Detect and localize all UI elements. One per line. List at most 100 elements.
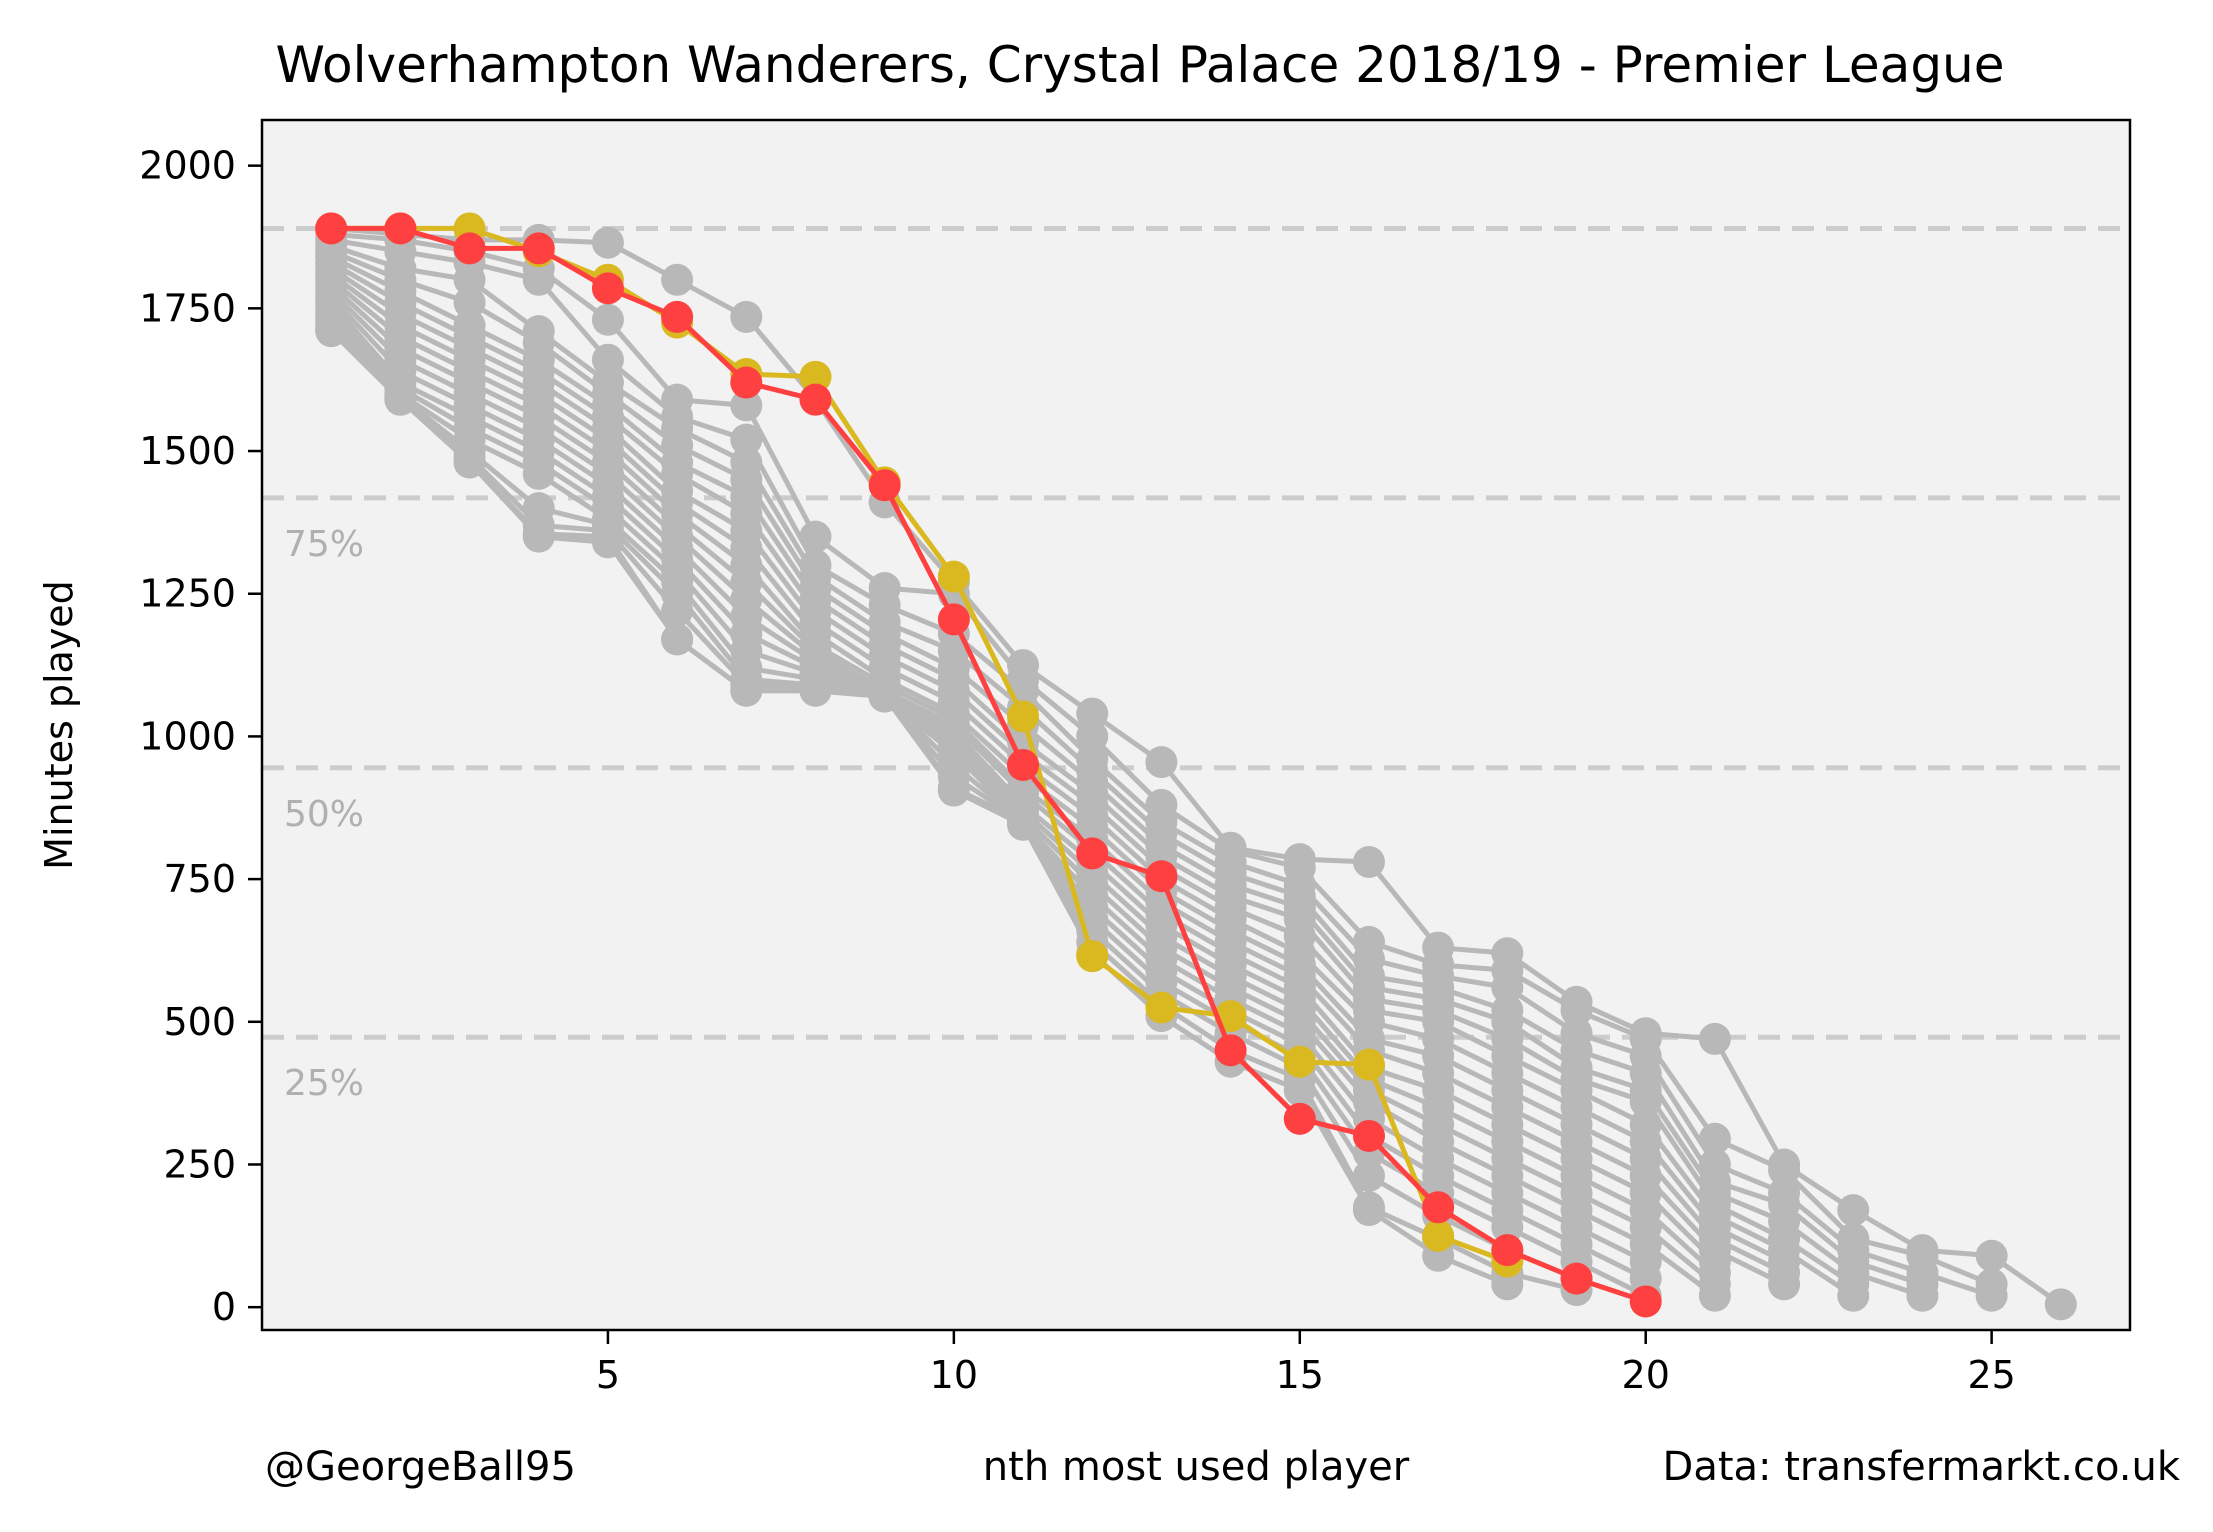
data-point	[1145, 860, 1178, 893]
y-axis-label: Minutes played	[37, 580, 81, 870]
data-point	[1560, 1262, 1593, 1295]
data-point	[661, 300, 694, 333]
x-tick-label: 25	[1967, 1353, 2015, 1397]
data-point	[1768, 1154, 1801, 1187]
data-point	[1491, 1268, 1524, 1301]
y-axis: 0 250 500 750 1000 1250 1500 1750 2000	[139, 144, 262, 1329]
data-point	[1352, 845, 1385, 878]
y-tick-label: 1250	[139, 572, 236, 616]
data-point	[1698, 1022, 1731, 1055]
data-point	[1076, 720, 1109, 753]
data-point	[1352, 1159, 1385, 1192]
data-point	[2044, 1288, 2077, 1321]
data-point	[522, 520, 555, 553]
chart-title: Wolverhampton Wanderers, Crystal Palace …	[275, 36, 2004, 94]
data-point	[1629, 1285, 1662, 1318]
data-point	[868, 469, 901, 502]
data-point	[661, 594, 694, 627]
data-point	[1906, 1279, 1939, 1312]
data-point	[1560, 994, 1593, 1027]
data-point	[799, 674, 832, 707]
data-point	[1283, 1074, 1316, 1107]
data-point	[730, 366, 763, 399]
reference-label: 25%	[284, 1063, 364, 1104]
data-point	[591, 272, 624, 305]
author-annotation: @GeorgeBall95	[265, 1444, 576, 1490]
series-line	[329, 266, 1786, 1264]
data-point	[591, 303, 624, 336]
reference-label: 75%	[284, 524, 364, 565]
data-point	[453, 263, 486, 296]
data-point	[384, 383, 417, 416]
series-layer	[315, 212, 2077, 1321]
data-point	[799, 360, 832, 393]
data-point	[1837, 1194, 1870, 1227]
data-point	[799, 520, 832, 553]
data-point	[730, 300, 763, 333]
data-point	[315, 315, 348, 348]
x-tick-label: 10	[930, 1353, 978, 1397]
data-point	[522, 232, 555, 265]
y-tick-label: 0	[212, 1285, 236, 1329]
data-point	[1145, 991, 1178, 1024]
data-point	[522, 263, 555, 296]
data-point	[1214, 1034, 1247, 1067]
y-tick-label: 750	[163, 857, 236, 901]
data-point	[1491, 1211, 1524, 1244]
data-point	[453, 446, 486, 479]
data-point	[1007, 808, 1040, 841]
data-point	[1076, 837, 1109, 870]
data-point	[591, 226, 624, 259]
y-tick-label: 1500	[139, 429, 236, 473]
data-point	[1629, 1085, 1662, 1118]
reference-label: 50%	[284, 794, 364, 835]
data-point	[453, 232, 486, 265]
y-tick-label: 2000	[139, 144, 236, 188]
data-point	[1698, 1279, 1731, 1312]
y-tick-label: 250	[163, 1142, 236, 1186]
x-axis: 5 10 15 20 25	[596, 1330, 2016, 1397]
x-tick-label: 20	[1622, 1353, 1670, 1397]
data-point	[937, 603, 970, 636]
data-point	[1698, 1122, 1731, 1155]
data-point	[661, 263, 694, 296]
data-point	[1352, 1119, 1385, 1152]
data-point	[1007, 700, 1040, 733]
series-palace	[315, 212, 1662, 1318]
data-point	[1837, 1279, 1870, 1312]
data-point	[591, 526, 624, 559]
y-tick-label: 1750	[139, 286, 236, 330]
source-annotation: Data: transfermarkt.co.uk	[1663, 1444, 2181, 1490]
data-point	[937, 560, 970, 593]
data-point	[868, 680, 901, 713]
x-tick-label: 15	[1276, 1353, 1324, 1397]
data-point	[1491, 971, 1524, 1004]
data-point	[591, 343, 624, 376]
data-point	[1491, 1234, 1524, 1267]
data-point	[1422, 1219, 1455, 1252]
plot-frame	[260, 118, 2132, 1332]
data-point	[799, 383, 832, 416]
data-point	[1145, 746, 1178, 779]
data-point	[1283, 1102, 1316, 1135]
plot-area	[262, 120, 2130, 1330]
series-line	[329, 272, 1786, 1276]
y-tick-label: 1000	[139, 714, 236, 758]
data-point	[937, 774, 970, 807]
data-point	[1076, 697, 1109, 730]
data-point	[661, 623, 694, 656]
data-point	[730, 423, 763, 456]
data-point	[1422, 1191, 1455, 1224]
data-point	[315, 212, 348, 245]
data-point	[453, 286, 486, 319]
data-point	[1283, 1045, 1316, 1078]
data-point	[1352, 1048, 1385, 1081]
data-point	[1352, 1194, 1385, 1227]
data-point	[1076, 940, 1109, 973]
data-point	[1975, 1279, 2008, 1312]
y-tick-label: 500	[163, 1000, 236, 1044]
data-point	[730, 674, 763, 707]
data-point	[730, 389, 763, 422]
data-point	[1975, 1239, 2008, 1272]
